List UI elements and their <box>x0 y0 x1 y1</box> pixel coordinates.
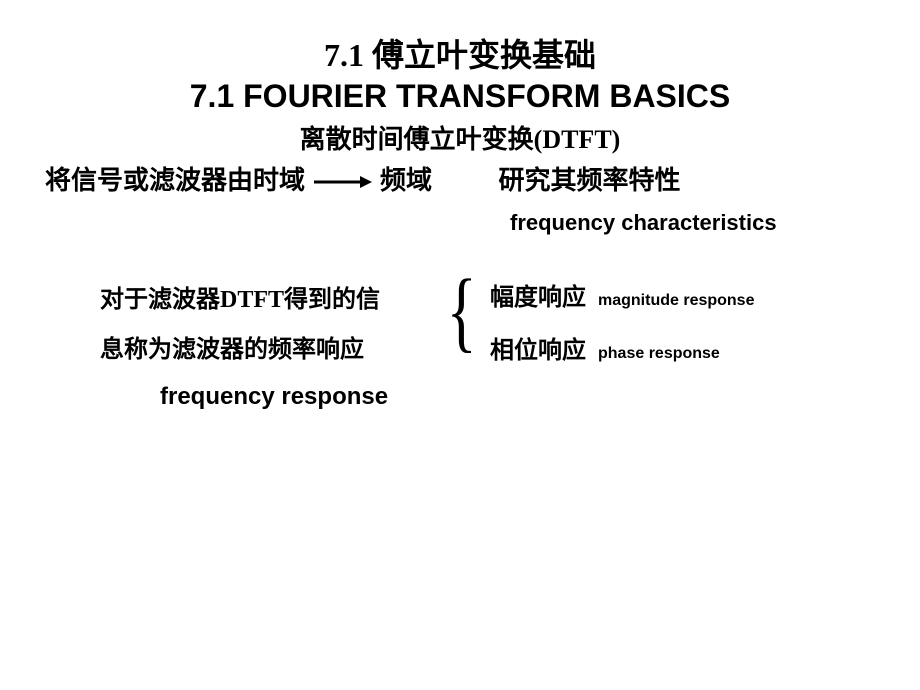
study-freq-text: 研究其频率特性 <box>499 160 681 197</box>
frequency-response-label: frequency response <box>160 383 388 411</box>
freq-domain-text: 频域 <box>380 160 432 197</box>
header: 7.1 傅立叶变换基础 7.1 FOURIER TRANSFORM BASICS… <box>0 0 920 156</box>
subtitle: 离散时间傅立叶变换(DTFT) <box>0 119 920 156</box>
title-english: 7.1 FOURIER TRANSFORM BASICS <box>0 78 920 115</box>
magnitude-en: magnitude response <box>598 292 754 310</box>
title-chinese: 7.1 傅立叶变换基础 <box>0 30 920 76</box>
dtft-description: 对于滤波器DTFT得到的信 息称为滤波器的频率响应 <box>100 275 430 376</box>
responses-list: 幅度响应 magnitude response 相位响应 phase respo… <box>490 277 890 383</box>
phase-cn: 相位响应 <box>490 330 586 365</box>
dtft-line1: 对于滤波器DTFT得到的信 <box>100 275 430 325</box>
dtft-line2: 息称为滤波器的频率响应 <box>100 325 430 375</box>
brace-icon: { <box>446 267 476 357</box>
transform-line: 将信号或滤波器由时域 频域 研究其频率特性 <box>45 160 875 200</box>
phase-row: 相位响应 phase response <box>490 330 890 365</box>
magnitude-cn: 幅度响应 <box>490 277 586 312</box>
arrow-icon <box>314 166 372 196</box>
phase-en: phase response <box>598 345 720 363</box>
time-domain-text: 将信号或滤波器由时域 <box>45 160 305 197</box>
magnitude-row: 幅度响应 magnitude response <box>490 277 890 312</box>
frequency-characteristics-label: frequency characteristics <box>510 210 777 236</box>
